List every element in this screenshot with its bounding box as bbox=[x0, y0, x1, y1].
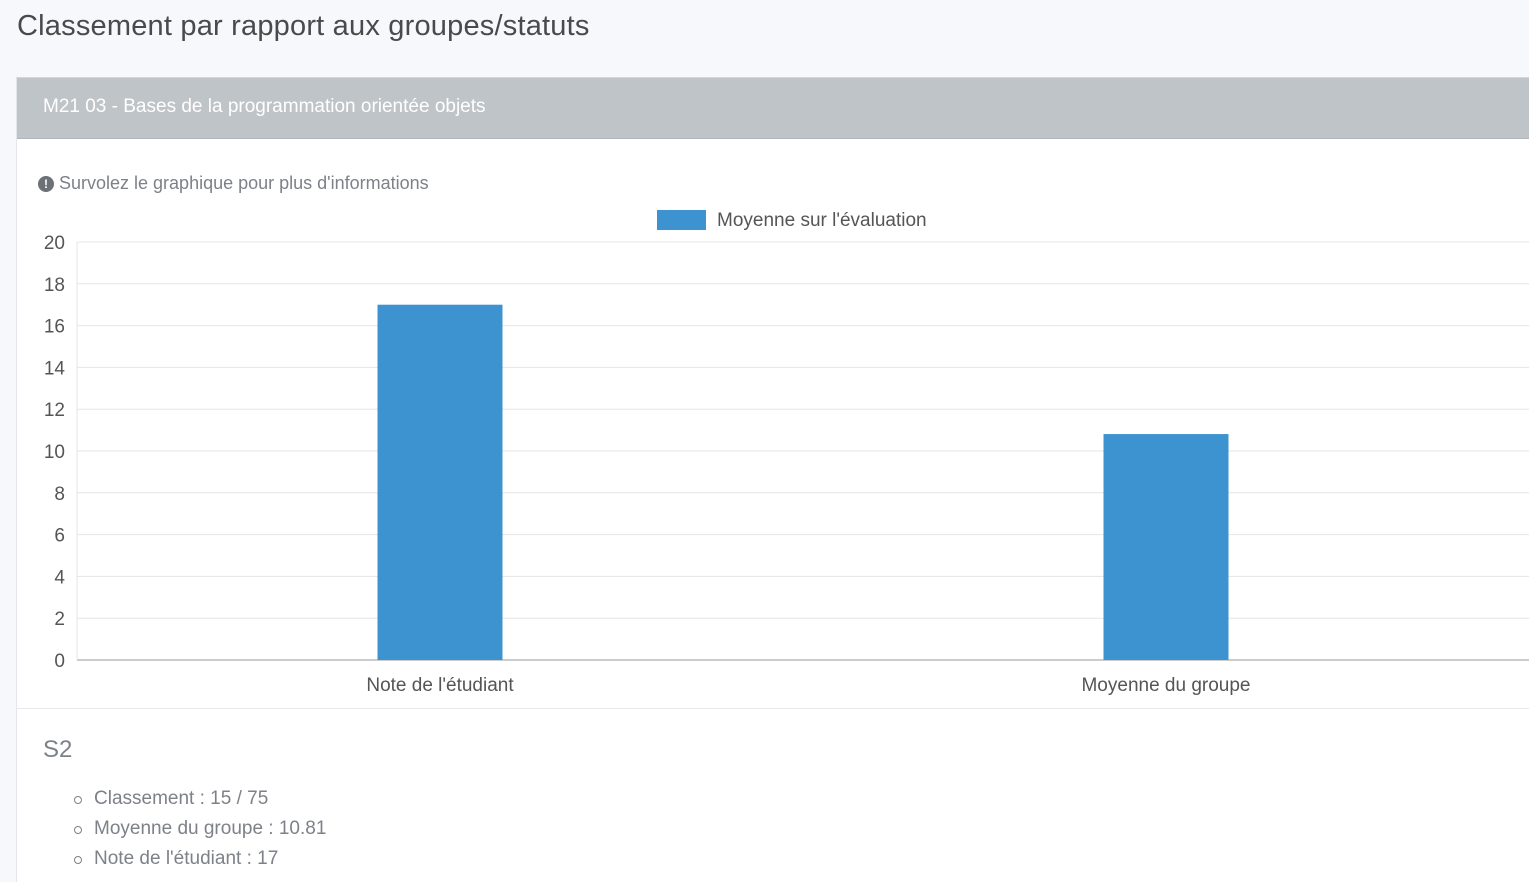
card-header: M21 03 - Bases de la programmation orien… bbox=[17, 78, 1529, 139]
page-title: Classement par rapport aux groupes/statu… bbox=[17, 10, 590, 42]
bar-group-average[interactable] bbox=[1103, 434, 1229, 660]
y-tick-label: 0 bbox=[54, 651, 65, 672]
bar-student-grade[interactable] bbox=[377, 304, 503, 660]
hover-hint: ! Survolez le graphique pour plus d'info… bbox=[38, 173, 429, 194]
exclamation-circle-icon: ! bbox=[38, 175, 54, 192]
y-tick-label: 2 bbox=[54, 609, 65, 630]
y-tick-label: 10 bbox=[44, 442, 65, 463]
legend-swatch[interactable] bbox=[655, 208, 708, 232]
module-card: M21 03 - Bases de la programmation orien… bbox=[16, 77, 1529, 882]
x-category-label: Note de l'étudiant bbox=[366, 675, 514, 696]
section-divider bbox=[17, 708, 1529, 709]
group-title: S2 bbox=[43, 736, 73, 763]
stat-item-student-grade: Note de l'étudiant : 17 bbox=[73, 844, 326, 874]
y-tick-label: 18 bbox=[44, 275, 65, 296]
y-tick-label: 12 bbox=[44, 400, 65, 421]
y-tick-label: 14 bbox=[44, 358, 66, 379]
hover-hint-text: Survolez le graphique pour plus d'inform… bbox=[59, 173, 429, 193]
module-title: M21 03 - Bases de la programmation orien… bbox=[43, 96, 486, 117]
y-tick-label: 4 bbox=[54, 567, 65, 588]
bar-chart[interactable]: 0 2 4 6 8 10 12 14 16 18 20 Note de l'étudiant Moye… bbox=[17, 78, 1529, 708]
stat-item-group-average: Moyenne du groupe : 10.81 bbox=[73, 814, 326, 844]
stats-list: Classement : 15 / 75 Moyenne du groupe :… bbox=[73, 784, 326, 874]
y-tick-label: 6 bbox=[54, 526, 65, 547]
x-category-label: Moyenne du groupe bbox=[1081, 675, 1250, 696]
y-tick-label: 20 bbox=[44, 233, 65, 254]
y-tick-label: 16 bbox=[44, 317, 65, 338]
legend-label[interactable]: Moyenne sur l'évaluation bbox=[717, 210, 927, 231]
stat-item-rank: Classement : 15 / 75 bbox=[73, 784, 326, 814]
y-tick-label: 8 bbox=[54, 484, 65, 505]
